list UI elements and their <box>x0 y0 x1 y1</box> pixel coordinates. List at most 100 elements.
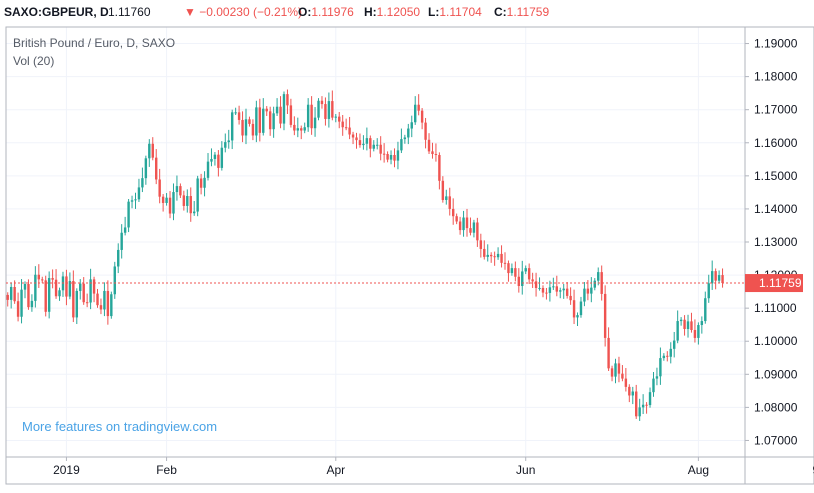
candle-body <box>565 288 569 296</box>
candle-body <box>579 301 583 316</box>
candle-body <box>672 340 676 349</box>
candle-body <box>338 116 341 122</box>
y-tick-label: 1.08000 <box>754 400 798 414</box>
candle-body <box>293 124 296 131</box>
candle-body <box>555 286 559 292</box>
candle-body <box>458 221 462 231</box>
candle-body <box>13 286 16 302</box>
candle-body <box>27 284 30 308</box>
candle-body <box>20 289 23 317</box>
high-value: 1.12050 <box>376 5 421 19</box>
candle-body <box>155 157 158 180</box>
candle-body <box>590 287 593 294</box>
candle-body <box>41 279 44 281</box>
open-value: 1.11976 <box>311 5 354 19</box>
candle-body <box>662 355 666 359</box>
candle-body <box>669 348 672 357</box>
candle-body <box>655 376 659 379</box>
candle-body <box>462 217 465 231</box>
y-tick-label: 1.07000 <box>754 433 798 447</box>
candle-body <box>220 147 224 168</box>
candle-body <box>631 391 634 396</box>
candle-body <box>514 268 517 277</box>
candle-body <box>320 100 324 105</box>
candle-body <box>262 108 265 133</box>
candle-body <box>489 254 493 257</box>
candle-body <box>282 94 286 124</box>
candle-body <box>400 139 403 151</box>
candle-body <box>113 266 116 295</box>
change-value: −0.00230 (−0.21%) <box>199 5 302 19</box>
last-price-tag-label: 1.11759 <box>759 276 802 290</box>
candle-body <box>130 200 134 202</box>
candle-body <box>179 186 182 196</box>
candle-body <box>434 154 438 156</box>
candle-body <box>110 294 113 317</box>
candle-body <box>424 122 427 140</box>
candle-body <box>30 300 34 308</box>
candle-body <box>679 319 683 322</box>
candle-body <box>82 283 85 303</box>
candle-body <box>486 254 489 257</box>
candle-body <box>666 355 669 357</box>
candle-body <box>68 281 72 297</box>
candle-body <box>704 298 707 322</box>
candle-body <box>258 107 262 133</box>
y-tick-label: 1.09000 <box>754 367 798 381</box>
candle-body <box>600 272 603 294</box>
candle-body <box>552 286 555 288</box>
y-tick-label: 1.11000 <box>754 301 797 315</box>
candle-body <box>721 275 724 284</box>
low-label: L: <box>428 5 440 19</box>
candle-body <box>182 195 186 206</box>
chart-frame <box>5 26 814 485</box>
candle-body <box>476 222 479 241</box>
candle-body <box>597 272 600 281</box>
candle-body <box>58 290 61 297</box>
candle-body <box>203 177 206 188</box>
candle-body <box>344 127 348 129</box>
candle-body <box>714 271 717 281</box>
candle-body <box>483 248 486 257</box>
candle-body <box>431 151 434 155</box>
candle-body <box>79 283 82 291</box>
candle-body <box>189 196 192 214</box>
candle-body <box>230 112 234 141</box>
candle-body <box>175 186 179 193</box>
candle-body <box>117 249 120 267</box>
open-label: O: <box>298 5 312 19</box>
candle-body <box>403 137 407 140</box>
candle-body <box>244 119 248 136</box>
candle-body <box>455 216 458 222</box>
candle-body <box>127 201 130 228</box>
ohlc-open: O:1.11976 <box>298 5 354 19</box>
ohlc-low: L:1.11704 <box>428 5 482 19</box>
candle-body <box>289 105 293 125</box>
candle-body <box>85 302 89 304</box>
candle-body <box>379 144 382 154</box>
candle-body <box>710 271 714 284</box>
candle-body <box>151 143 154 158</box>
candle-body <box>531 279 534 282</box>
candle-body <box>389 155 393 160</box>
candle-body <box>51 278 54 280</box>
close-value: 1.11759 <box>506 5 550 19</box>
candle-body <box>351 134 355 138</box>
candle-body <box>641 404 645 408</box>
candle-body <box>607 337 610 369</box>
y-tick-label: 1.13000 <box>754 235 798 249</box>
candle-body <box>365 138 369 144</box>
volume-indicator-label[interactable]: Vol (20) <box>13 54 55 68</box>
candle-body <box>268 111 272 130</box>
tradingview-link[interactable]: More features on tradingview.com <box>22 419 218 434</box>
candle-body <box>161 196 165 203</box>
candle-body <box>186 196 189 206</box>
candle-body <box>144 158 148 179</box>
candle-body <box>192 211 196 214</box>
candle-body <box>300 128 303 131</box>
candle-body <box>635 391 638 417</box>
candle-body <box>524 268 527 272</box>
candle-body <box>586 288 590 294</box>
candle-body <box>168 197 172 214</box>
